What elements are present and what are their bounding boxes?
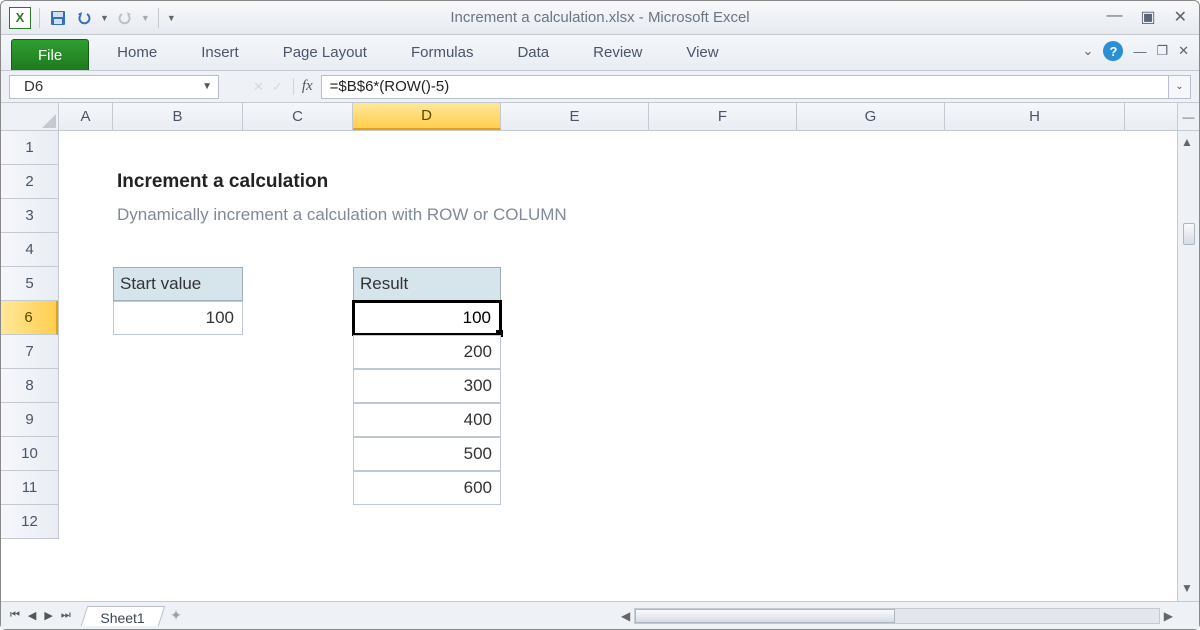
cells-area[interactable]: Increment a calculation Dynamically incr… xyxy=(59,131,1177,601)
cell-d8[interactable]: 300 xyxy=(353,369,501,403)
name-box[interactable]: D6 ▼ xyxy=(9,75,219,99)
formula-text: =$B$6*(ROW()-5) xyxy=(330,78,450,95)
col-header-a[interactable]: A xyxy=(59,103,113,130)
name-box-dropdown-icon[interactable]: ▼ xyxy=(202,81,212,92)
col-header-f[interactable]: F xyxy=(649,103,797,130)
help-icon[interactable]: ? xyxy=(1103,41,1123,61)
formula-bar-row: D6 ▼ ✕ ✓ fx =$B$6*(ROW()-5) ⌄ xyxy=(1,71,1199,103)
worksheet-grid: 1 2 3 4 5 6 7 8 9 10 11 12 A B C D E F G… xyxy=(1,103,1199,601)
sheet-prev-icon[interactable]: ◀ xyxy=(25,607,39,624)
sheet-first-icon[interactable]: ⏮ xyxy=(7,607,23,624)
tab-view[interactable]: View xyxy=(664,35,740,70)
hscroll-track[interactable] xyxy=(634,608,1160,624)
row-header-8[interactable]: 8 xyxy=(1,369,58,403)
row-header-7[interactable]: 7 xyxy=(1,335,58,369)
col-header-b[interactable]: B xyxy=(113,103,243,130)
select-all-corner[interactable] xyxy=(1,103,59,131)
scroll-grip-icon[interactable] xyxy=(1183,223,1195,245)
vertical-scrollbar[interactable]: — ▲ ▼ xyxy=(1177,103,1199,601)
doc-restore-icon[interactable]: ❐ xyxy=(1156,43,1168,59)
scroll-down-icon[interactable]: ▼ xyxy=(1181,581,1193,595)
maximize-icon[interactable]: ▣ xyxy=(1140,7,1155,27)
sheet-tab-1[interactable]: Sheet1 xyxy=(81,606,166,626)
cell-d10[interactable]: 500 xyxy=(353,437,501,471)
row-header-1[interactable]: 1 xyxy=(1,131,58,165)
tab-formulas[interactable]: Formulas xyxy=(389,35,496,70)
row-header-12[interactable]: 12 xyxy=(1,505,58,539)
cancel-formula-icon[interactable]: ✕ xyxy=(253,79,264,95)
cell-start-value[interactable]: 100 xyxy=(113,301,243,335)
title-bar: X ▼ ▼ ▼ Increment a calculation.xlsx - M… xyxy=(1,1,1199,35)
fx-icon[interactable]: fx xyxy=(293,78,321,95)
hscroll-thumb[interactable] xyxy=(635,609,895,623)
minimize-icon[interactable]: — xyxy=(1106,7,1122,27)
ribbon-minimize-icon[interactable]: ⌄ xyxy=(1083,43,1094,59)
qat-customize-icon[interactable]: ▼ xyxy=(167,13,176,23)
col-header-e[interactable]: E xyxy=(501,103,649,130)
window-title: Increment a calculation.xlsx - Microsoft… xyxy=(450,9,749,26)
tab-data[interactable]: Data xyxy=(495,35,571,70)
formula-expand-icon[interactable]: ⌄ xyxy=(1169,75,1191,99)
hscroll-left-icon[interactable]: ◀ xyxy=(617,609,634,623)
sheet-tab-bar: ⏮ ◀ ▶ ⏭ Sheet1 ✦ ◀ ▶ xyxy=(1,601,1199,629)
cell-d6-value: 100 xyxy=(463,308,491,328)
cell-start-label: Start value xyxy=(113,267,243,301)
tab-home[interactable]: Home xyxy=(95,35,179,70)
row-header-11[interactable]: 11 xyxy=(1,471,58,505)
enter-formula-icon[interactable]: ✓ xyxy=(272,79,283,95)
sheet-last-icon[interactable]: ⏭ xyxy=(58,607,74,624)
hscroll-right-icon[interactable]: ▶ xyxy=(1160,609,1177,623)
tab-page-layout[interactable]: Page Layout xyxy=(261,35,389,70)
tab-insert[interactable]: Insert xyxy=(179,35,261,70)
file-tab[interactable]: File xyxy=(11,39,89,70)
cell-d11[interactable]: 600 xyxy=(353,471,501,505)
row-header-10[interactable]: 10 xyxy=(1,437,58,471)
row-header-9[interactable]: 9 xyxy=(1,403,58,437)
cell-result-label: Result xyxy=(353,267,501,301)
row-header-3[interactable]: 3 xyxy=(1,199,58,233)
horizontal-scrollbar[interactable]: ◀ ▶ xyxy=(617,606,1177,626)
formula-input[interactable]: =$B$6*(ROW()-5) xyxy=(321,75,1169,99)
cell-d7[interactable]: 200 xyxy=(353,335,501,369)
close-icon[interactable]: ✕ xyxy=(1174,7,1187,27)
col-header-c[interactable]: C xyxy=(243,103,353,130)
sheet-next-icon[interactable]: ▶ xyxy=(41,607,55,624)
sheet-nav-buttons[interactable]: ⏮ ◀ ▶ ⏭ xyxy=(1,607,80,624)
undo-icon[interactable] xyxy=(74,8,94,28)
tab-review[interactable]: Review xyxy=(571,35,664,70)
row-header-4[interactable]: 4 xyxy=(1,233,58,267)
quick-access-toolbar: X ▼ ▼ ▼ xyxy=(1,7,176,29)
redo-icon[interactable] xyxy=(115,8,135,28)
doc-close-icon[interactable]: ✕ xyxy=(1178,43,1189,59)
row-header-5[interactable]: 5 xyxy=(1,267,58,301)
name-box-value: D6 xyxy=(24,78,43,95)
col-header-g[interactable]: G xyxy=(797,103,945,130)
save-icon[interactable] xyxy=(48,8,68,28)
split-box-icon[interactable]: — xyxy=(1178,103,1199,131)
row-header-6[interactable]: 6 xyxy=(1,301,58,335)
cell-title: Increment a calculation xyxy=(117,171,328,193)
ribbon-tabs: File Home Insert Page Layout Formulas Da… xyxy=(1,35,1199,71)
col-header-d[interactable]: D xyxy=(353,103,501,130)
scroll-up-icon[interactable]: ▲ xyxy=(1181,135,1193,149)
row-headers: 1 2 3 4 5 6 7 8 9 10 11 12 xyxy=(1,131,59,539)
excel-logo-icon: X xyxy=(9,7,31,29)
cell-d6-selected[interactable]: 100 xyxy=(352,300,502,336)
column-headers: A B C D E F G H xyxy=(59,103,1177,131)
row-header-2[interactable]: 2 xyxy=(1,165,58,199)
col-header-h[interactable]: H xyxy=(945,103,1125,130)
cell-subtitle: Dynamically increment a calculation with… xyxy=(117,205,567,225)
cell-d9[interactable]: 400 xyxy=(353,403,501,437)
new-sheet-icon[interactable]: ✦ xyxy=(170,607,182,624)
doc-minimize-icon[interactable]: — xyxy=(1133,44,1146,59)
